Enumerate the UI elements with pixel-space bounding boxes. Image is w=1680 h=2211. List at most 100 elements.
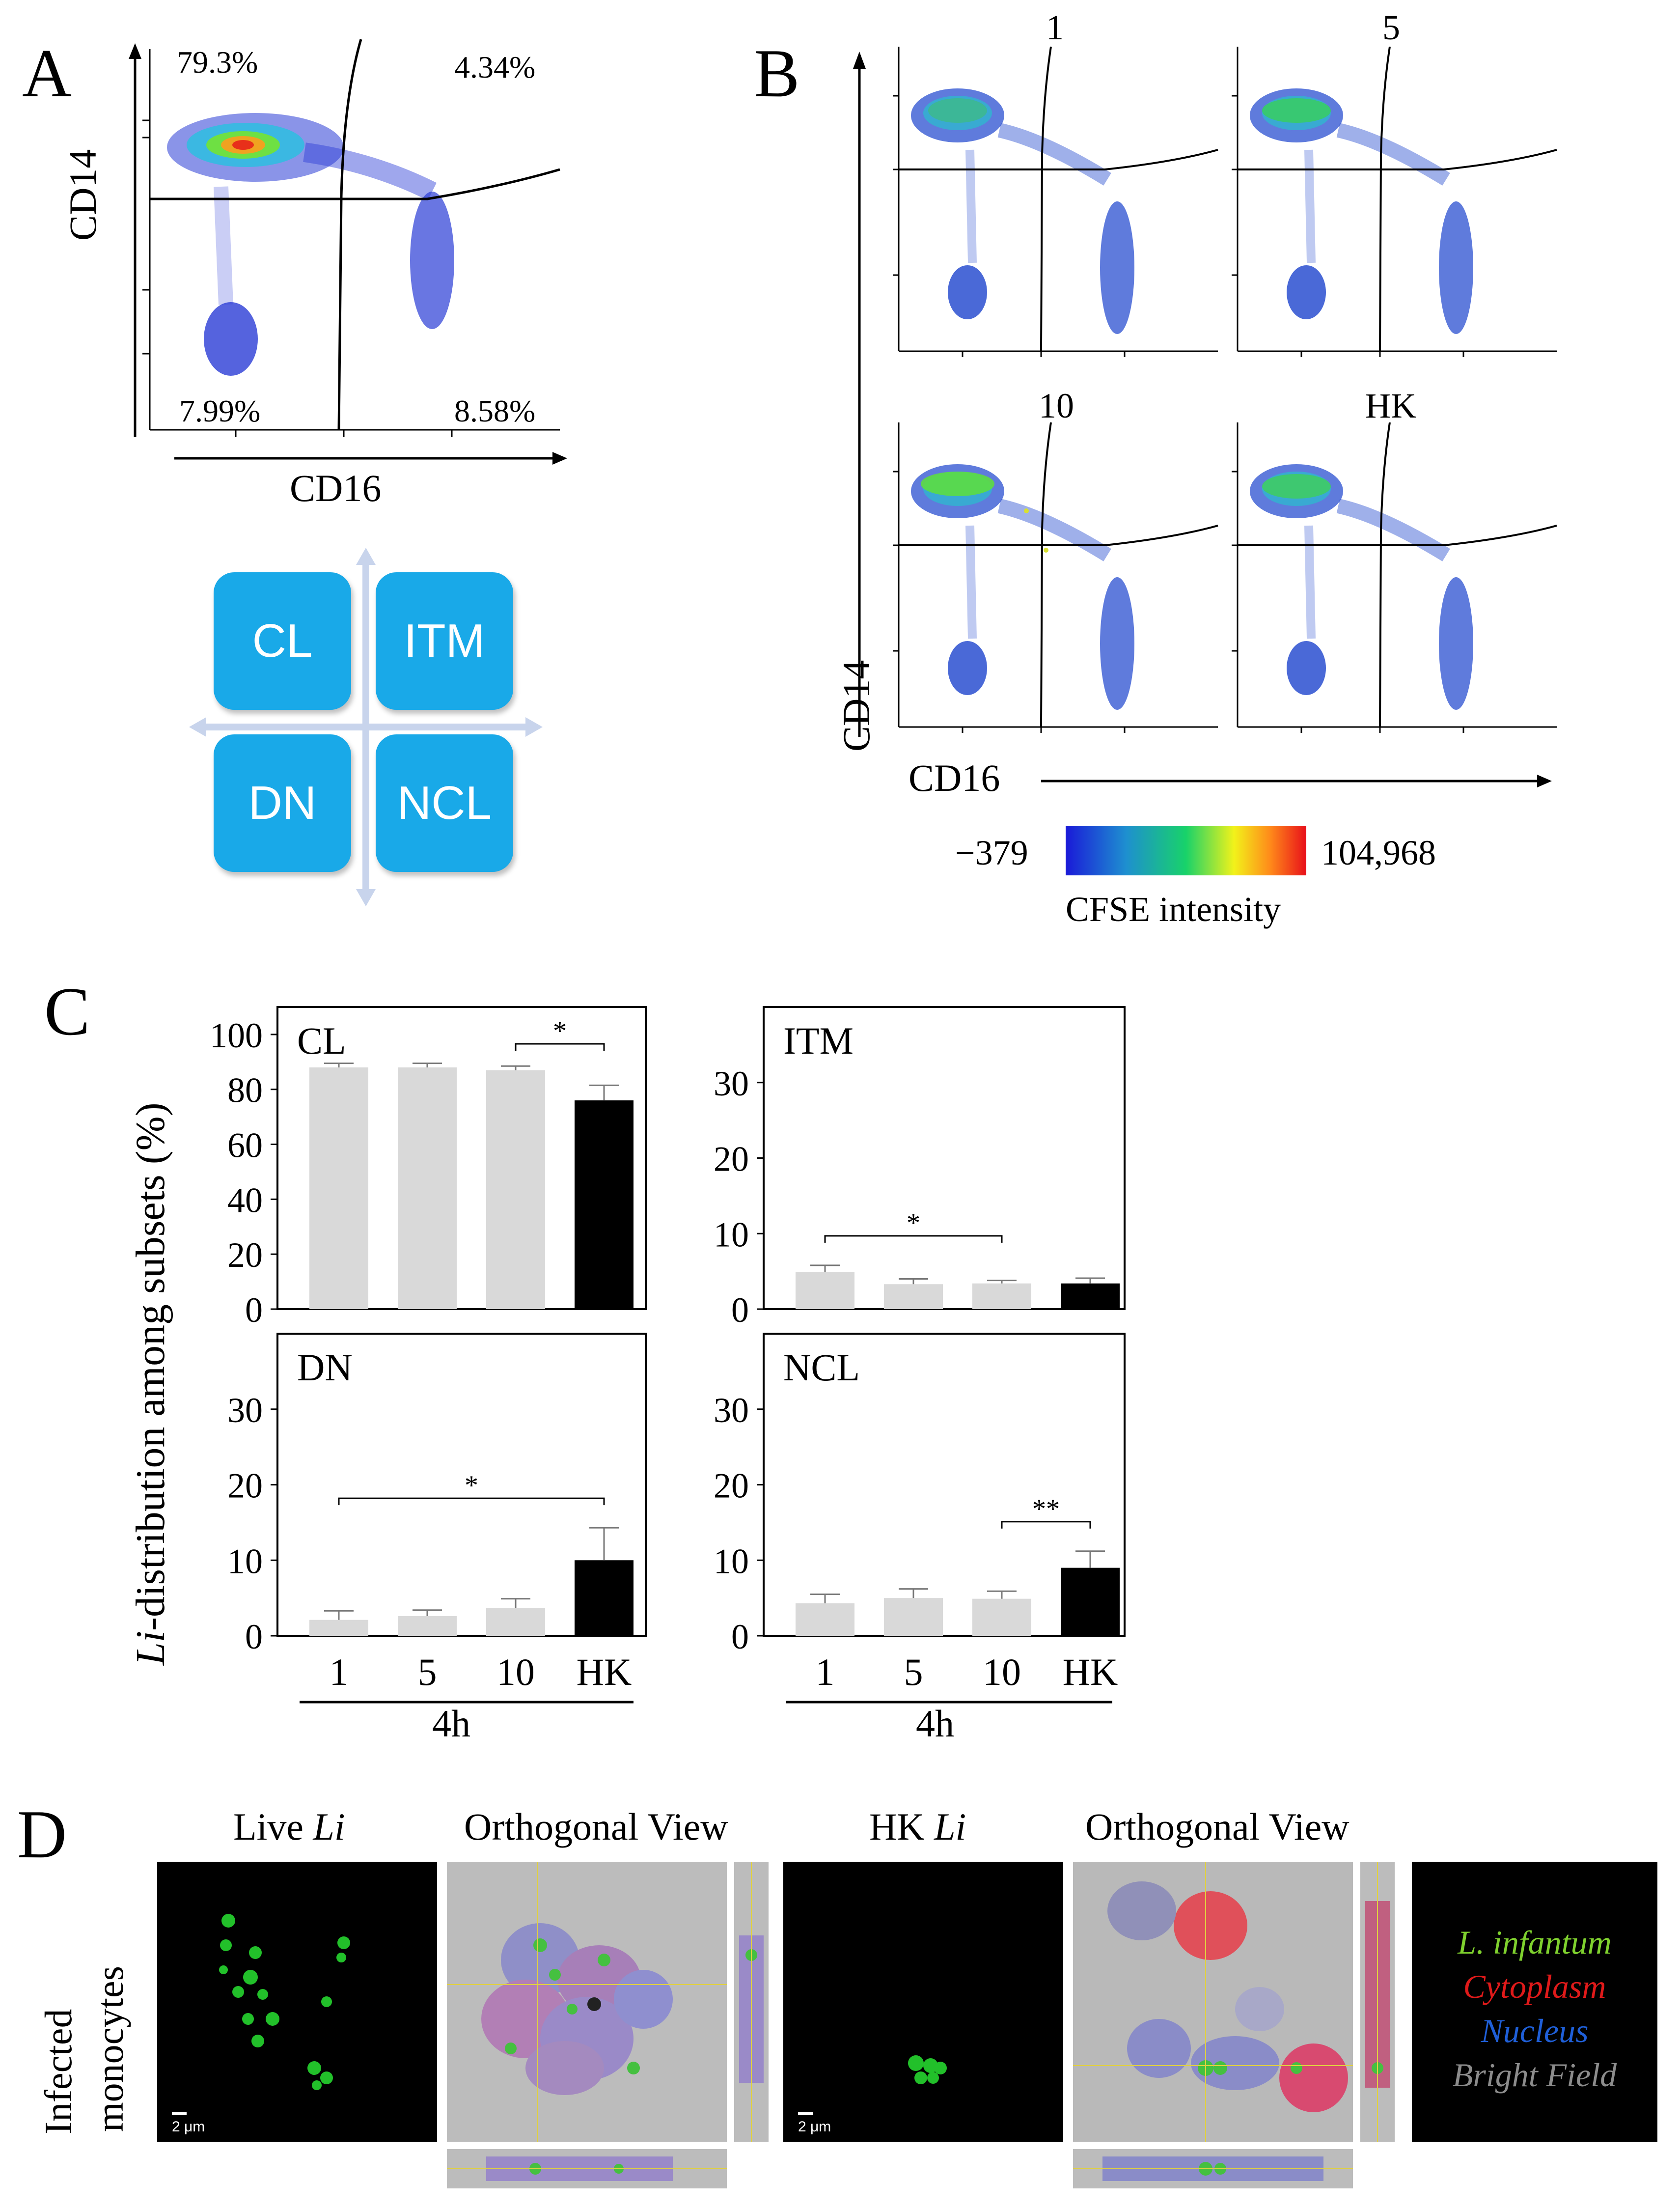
bar [884, 1284, 943, 1309]
y-tick-label: 60 [227, 1126, 263, 1165]
y-tick-label: 0 [245, 1617, 263, 1656]
legend-nucleus: Nucleus [1481, 2012, 1589, 2049]
bar [972, 1283, 1031, 1309]
chip-itm: ITM [376, 572, 513, 710]
d-header-ortho-1: Orthogonal View [464, 1805, 728, 1848]
time-label-right: 4h [916, 1702, 954, 1745]
b-plot-1 [892, 46, 1219, 358]
bar [575, 1560, 633, 1636]
legend-li: L. infantum [1458, 1924, 1612, 1961]
y-tick-label: 0 [731, 1617, 749, 1656]
significance-label: * [907, 1208, 920, 1238]
ortho-1-cells [447, 1862, 727, 2142]
category-label: 10 [496, 1651, 535, 1693]
d-header-hk: HK Li [869, 1808, 966, 1846]
bar [796, 1272, 854, 1309]
y-tick-label: 20 [227, 1466, 263, 1506]
b-plot-5 [1231, 46, 1558, 358]
bar [884, 1598, 943, 1636]
live-li-image: 2 μm [157, 1862, 437, 2142]
significance-label: * [465, 1470, 478, 1501]
panel-b-xlabel: CD16 [909, 756, 1000, 799]
y-tick-label: 20 [714, 1140, 749, 1179]
y-tick-label: 30 [227, 1391, 263, 1430]
time-label-left: 4h [432, 1702, 470, 1745]
chart-title-cl: CL [297, 1019, 346, 1062]
category-label: HK [577, 1651, 632, 1693]
panel-a-xlabel: CD16 [290, 467, 382, 509]
significance-bracket [824, 1235, 1003, 1243]
colorbar-label: CFSE intensity [1066, 890, 1281, 929]
scale-bar-2 [798, 2112, 813, 2115]
y-tick-label: 0 [731, 1290, 749, 1330]
bar [486, 1608, 545, 1636]
chip-cross-arrows [189, 548, 543, 906]
cfse-colorbar [1066, 826, 1306, 875]
d-header-ortho-2: Orthogonal View [1085, 1805, 1350, 1848]
y-tick-label: 30 [714, 1391, 749, 1430]
chart-title-ncl: NCL [783, 1346, 860, 1389]
b-title-10: 10 [1039, 386, 1074, 425]
scale-bar-label-2: 2 μm [798, 2119, 831, 2135]
y-tick-label: 10 [227, 1541, 263, 1581]
channel-legend: L. infantum Cytoplasm Nucleus Bright Fie… [1412, 1862, 1657, 2142]
bar [398, 1616, 457, 1636]
bar [309, 1067, 368, 1309]
significance-bracket [515, 1043, 605, 1051]
legend-brightfield: Bright Field [1452, 2056, 1617, 2094]
bar [1061, 1567, 1120, 1636]
chart-title-itm: ITM [783, 1019, 854, 1062]
category-label: 10 [983, 1651, 1021, 1693]
d-header-live: Live Li [233, 1808, 345, 1846]
b-title-5: 5 [1382, 8, 1400, 47]
y-tick-label: 30 [714, 1064, 749, 1103]
bar [309, 1620, 368, 1636]
panel-label-a: A [22, 35, 72, 112]
q-label-bottom-right: 8.58% [454, 393, 536, 428]
bar [575, 1100, 633, 1309]
d-header-hk-italic: Li [934, 1805, 966, 1848]
y-tick-label: 0 [245, 1290, 263, 1330]
d-row-label-1: Infected [37, 2009, 80, 2134]
b-title-1: 1 [1046, 8, 1064, 47]
category-label: 5 [418, 1651, 437, 1693]
chart-frame-cl [276, 1006, 647, 1310]
bar [398, 1067, 457, 1309]
significance-bracket [338, 1497, 605, 1506]
chip-ncl: NCL [376, 734, 513, 872]
significance-label: * [553, 1016, 567, 1046]
panel-a-ticks [142, 119, 453, 437]
legend-cytoplasm: Cytoplasm [1463, 1968, 1606, 2005]
panel-a-scatter [167, 113, 454, 376]
category-label: 1 [330, 1651, 349, 1693]
y-tick-label: 10 [714, 1215, 749, 1254]
panel-b-plots [853, 46, 1558, 875]
bar [1061, 1283, 1120, 1309]
colorbar-min-label: −379 [955, 833, 1028, 872]
significance-label: ** [1032, 1494, 1060, 1524]
panel-label-b: B [754, 35, 800, 112]
d-header-hk-prefix: HK [869, 1805, 935, 1848]
b-title-hk: HK [1365, 386, 1416, 425]
ortho-1-side-strip [734, 1862, 769, 2142]
live-li-dots [219, 1914, 350, 2090]
ortho-view-2 [1073, 1862, 1353, 2142]
y-tick-label: 100 [210, 1016, 263, 1055]
y-tick-label: 40 [227, 1180, 263, 1220]
ortho-view-1 [447, 1862, 727, 2142]
panel-a-axes [129, 39, 567, 465]
bar [486, 1070, 545, 1309]
hk-li-image: 2 μm [783, 1862, 1063, 2142]
d-header-live-italic: Li [313, 1805, 345, 1848]
d-row-label-2: monocytes [88, 1966, 131, 2132]
b-plot-10 [892, 421, 1219, 734]
category-label: 1 [816, 1651, 835, 1693]
hk-li-dots [908, 2055, 947, 2084]
ortho-1-bottom-strip [447, 2149, 727, 2188]
bar [796, 1603, 854, 1636]
panel-label-d: D [17, 1796, 67, 1873]
y-tick-label: 10 [714, 1541, 749, 1581]
significance-bracket [1001, 1521, 1091, 1529]
y-tick-label: 80 [227, 1071, 263, 1110]
